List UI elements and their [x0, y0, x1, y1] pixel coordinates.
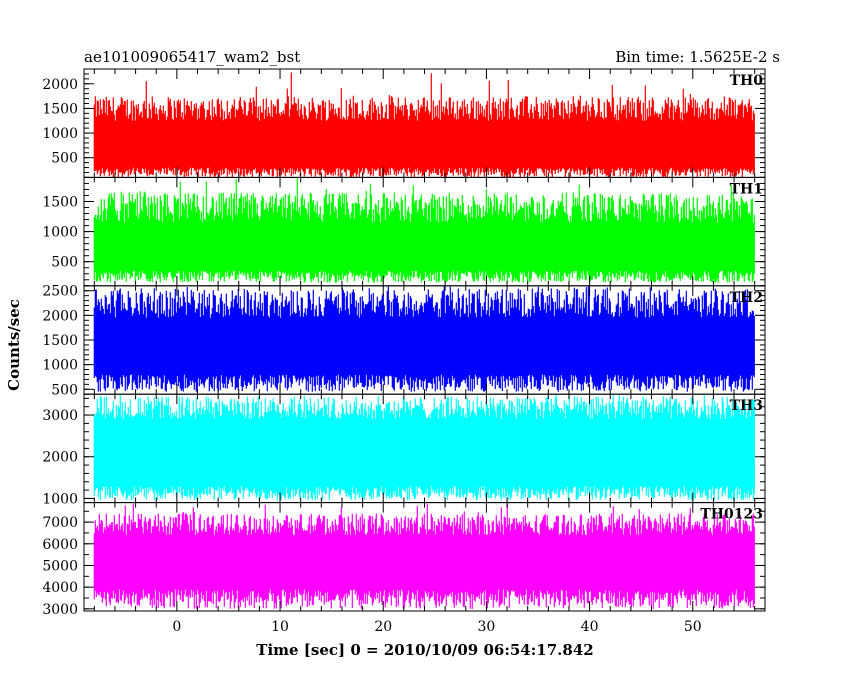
y-tick-label: 1000: [42, 491, 78, 507]
series-label-th0123: TH0123: [700, 507, 763, 523]
x-tick-label: 50: [684, 619, 702, 635]
series-label-th1: TH1: [730, 181, 763, 197]
y-tick-label: 1500: [42, 194, 78, 210]
y-tick-label: 1000: [42, 225, 78, 241]
y-tick-label: 2500: [42, 284, 78, 300]
y-tick-label: 1000: [42, 126, 78, 142]
x-axis-label: Time [sec] 0 = 2010/10/09 06:54:17.842: [256, 641, 593, 659]
panel-th0: 500 1000 1500 2000 TH0: [42, 68, 766, 178]
y-tick-label: 1000: [42, 358, 78, 374]
series-trace-th0: [93, 72, 755, 178]
y-tick-label: 2000: [42, 450, 78, 466]
y-tick-label: 500: [51, 255, 78, 271]
y-tick-label: 1500: [42, 333, 78, 349]
panel-th2: 500 1000 1500 2000 2500 TH2: [42, 284, 766, 398]
bin-time-label: Bin time: 1.5625E-2 s: [615, 48, 780, 66]
x-tick-label: 10: [271, 619, 289, 635]
panel-th3: 1000 2000 3000 TH3: [42, 393, 766, 507]
panel-th0123: 3000 4000 5000 6000 7000 TH0123: [42, 502, 766, 618]
panel-th1: 500 1000 1500 TH1: [42, 176, 766, 287]
x-tick-label: 30: [477, 619, 495, 635]
y-axis-label: Counts/sec: [5, 299, 23, 391]
y-tick-label: 2000: [42, 308, 78, 324]
x-tick-label: 20: [374, 619, 392, 635]
x-tick-label: 0: [172, 619, 181, 635]
series-trace-th2: [93, 286, 755, 392]
y-tick-label: 6000: [42, 537, 78, 553]
y-tick-label: 4000: [42, 580, 78, 596]
series-trace-th1: [93, 178, 755, 283]
series-label-th0: TH0: [730, 73, 764, 89]
series-trace-th0123: [93, 503, 755, 609]
series-label-th3: TH3: [730, 398, 763, 414]
series-trace-th3: [93, 394, 755, 501]
y-tick-label: 500: [51, 382, 78, 398]
y-tick-label: 500: [51, 151, 78, 167]
y-tick-label: 2000: [42, 77, 78, 93]
series-label-th2: TH2: [730, 290, 763, 306]
y-tick-label: 7000: [42, 515, 78, 531]
y-tick-label: 1500: [42, 101, 78, 117]
y-tick-label: 3000: [42, 408, 78, 424]
chart-title: ae101009065417_wam2_bst: [84, 48, 300, 66]
y-tick-label: 3000: [42, 602, 78, 618]
x-tick-label: 40: [581, 619, 599, 635]
y-tick-label: 5000: [42, 558, 78, 574]
